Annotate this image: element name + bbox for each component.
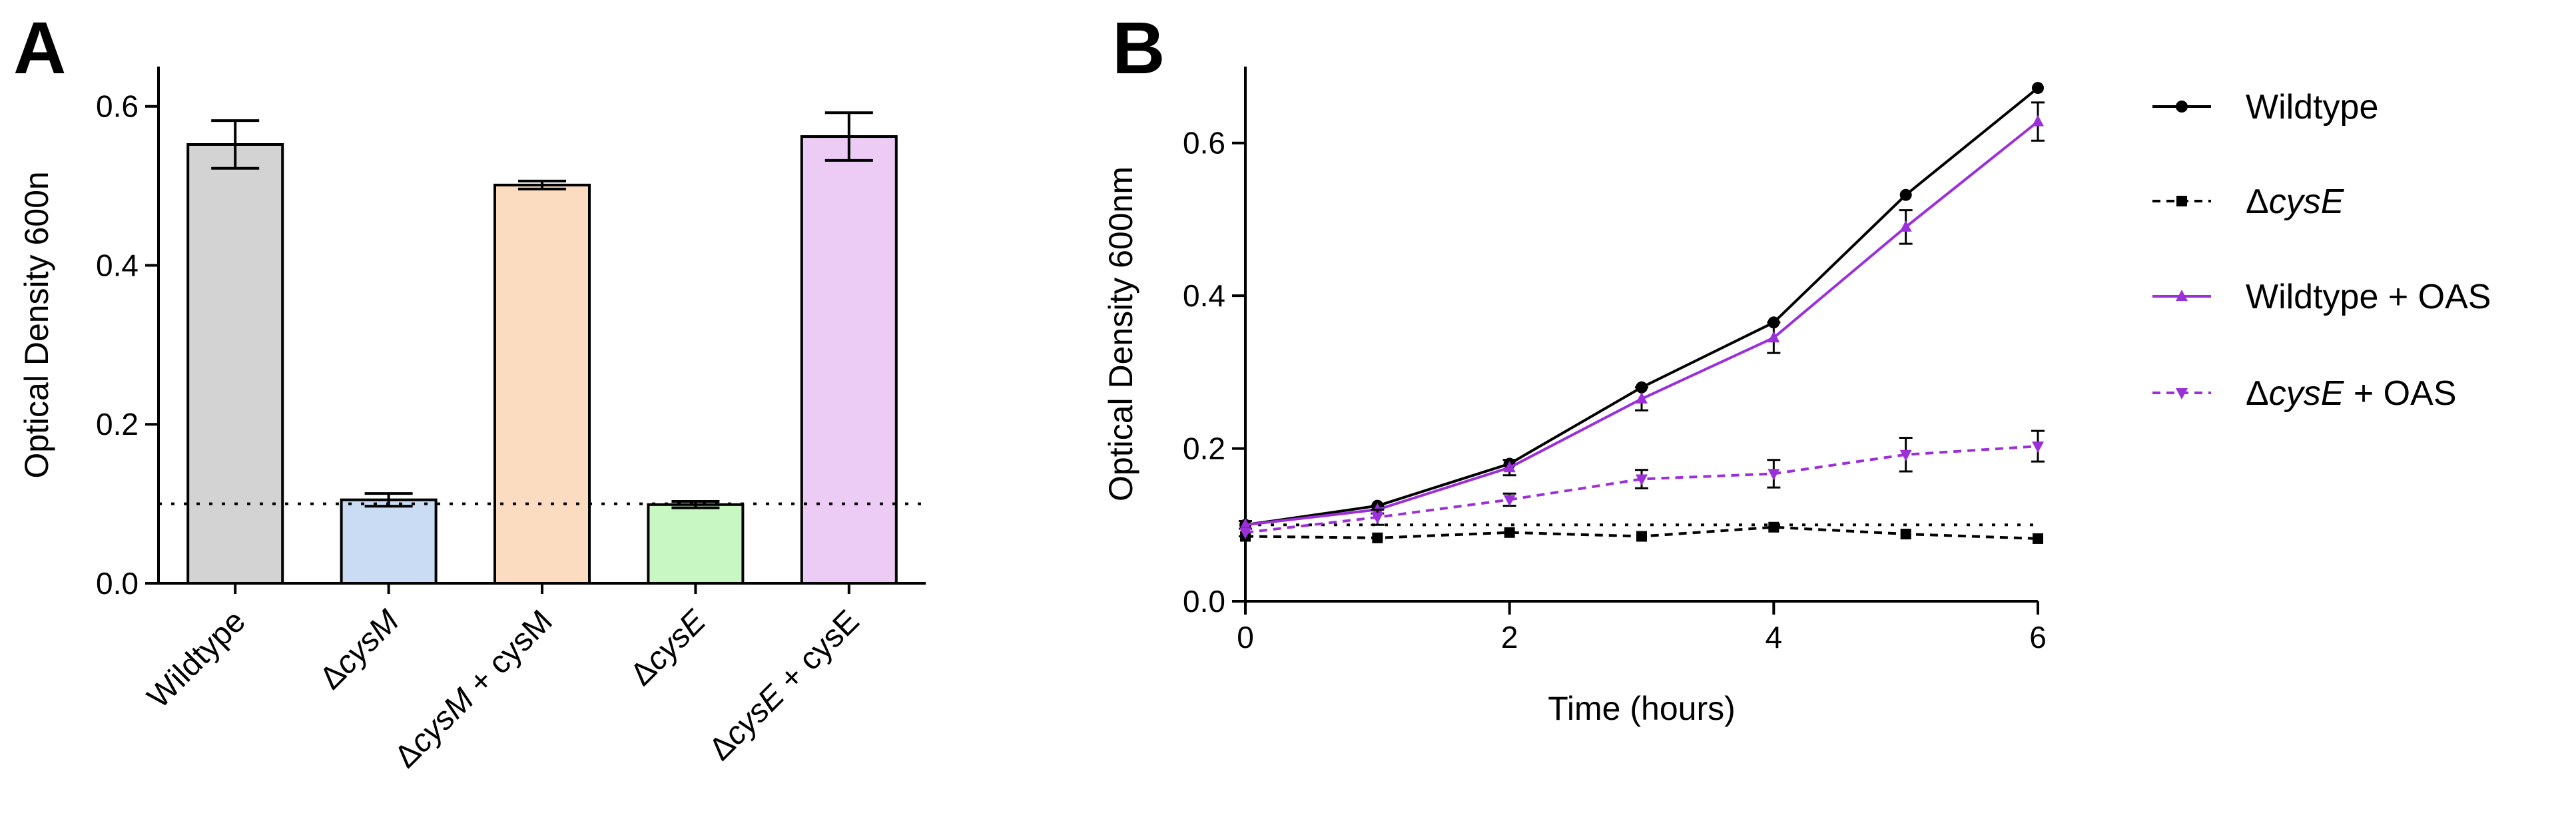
- legend-marker: [2176, 101, 2188, 113]
- panel-b-y-tick-label: 0.6: [1183, 126, 1225, 160]
- panel-a-y-tick-label: 0.6: [96, 89, 139, 124]
- panel-b-data-point: [2032, 115, 2044, 127]
- legend-label: Wildtype: [2246, 88, 2378, 127]
- panel-a: A 0.0 0.2 0.4 0.6 Optical Density 600n Wildty…: [13, 7, 926, 775]
- panel-a-category-label: Wildtype: [141, 603, 252, 715]
- panel-a-y-axis-title: Optical Density 600n: [18, 171, 55, 478]
- legend-label-part-2: + OAS: [2344, 374, 2456, 413]
- panel-b-y-tick-label: 0.0: [1183, 584, 1225, 619]
- legend-label-part-0: Wildtype: [2246, 88, 2378, 127]
- legend-marker: [2176, 290, 2188, 301]
- panel-a-y-tick-label: 0.0: [96, 566, 139, 601]
- panel-b-letter: B: [1112, 7, 1165, 89]
- legend-marker: [2176, 388, 2188, 400]
- panel-b-series-line: [1245, 87, 2039, 527]
- panel-b-series-line: [1245, 445, 2039, 534]
- panel-a-y-tick-label: 0.4: [96, 248, 139, 282]
- panel-b-series: [1239, 429, 2045, 539]
- legend-label-part-1: cysE: [2269, 182, 2345, 221]
- panel-b-data-point: [1899, 188, 1912, 201]
- panel-a-category-label: ΔcysM: [313, 603, 406, 696]
- legend: Wildtype ΔcysE Wildtype + OAS ΔcysE + OAS: [2152, 88, 2491, 413]
- panel-b-series-line: [1245, 121, 2039, 527]
- legend-label: Wildtype + OAS: [2246, 278, 2491, 316]
- panel-b-x-tick-label: 0: [1237, 620, 1254, 655]
- panel-b-data-point: [1636, 474, 1648, 486]
- panel-b-data-point: [1503, 461, 1516, 473]
- panel-b-data-point: [1636, 392, 1648, 404]
- panel-b-series: [1239, 82, 2044, 531]
- legend-label-part-0: Δ: [2246, 374, 2269, 413]
- panel-b-y-tick-label: 0.2: [1183, 431, 1225, 466]
- panel-b-data-point: [1239, 527, 1251, 539]
- panel-a-bar: [493, 183, 591, 585]
- panel-b-x-tick-label: 2: [1501, 620, 1518, 655]
- panel-a-bar: [800, 135, 898, 585]
- legend-label-part-0: Δ: [2246, 182, 2269, 221]
- panel-b-data-point: [2032, 441, 2044, 453]
- panel-b-data-point: [1371, 512, 1384, 524]
- panel-b-data-point: [1504, 527, 1515, 538]
- panel-b-data-point: [1768, 331, 1780, 343]
- panel-b-data-point: [1372, 532, 1383, 543]
- panel-a-bar: [647, 503, 745, 585]
- legend-label-part-1: cysE: [2269, 374, 2345, 413]
- panel-a-y-tick-label: 0.2: [96, 407, 139, 441]
- panel-a-category-label: ΔcysE + cysE: [703, 603, 866, 767]
- panel-a-bar: [186, 142, 284, 585]
- panel-b-data-point: [1899, 449, 1912, 461]
- panel-b-series: [1239, 101, 2045, 530]
- panel-b-x-tick-label: 4: [1766, 620, 1783, 655]
- panel-b: B 0.0 0.2 0.4 0.6 0 2 4 6 Time (hours) Optical De…: [1102, 7, 2047, 727]
- legend-marker: [2176, 196, 2187, 206]
- panel-a-category-label: ΔcysM + cysM: [388, 603, 559, 774]
- panel-b-y-tick-label: 0.4: [1183, 278, 1225, 313]
- panel-b-data-point: [1768, 521, 1779, 533]
- panel-b-data-point: [1768, 469, 1780, 481]
- panel-a-category-label-part-0: Wildtype: [141, 603, 252, 715]
- legend-label-part-0: Wildtype + OAS: [2246, 278, 2491, 316]
- panel-b-data-point: [1636, 531, 1647, 542]
- panel-b-y-axis-title: Optical Density 600nm: [1102, 166, 1139, 501]
- panel-b-data-point: [1239, 518, 1251, 530]
- panel-b-data-point: [1899, 220, 1912, 232]
- panel-a-category-label: ΔcysE: [623, 603, 713, 692]
- panel-b-data-point: [1503, 495, 1516, 507]
- panel-b-data-point: [1900, 529, 1911, 540]
- panel-b-data-point: [2032, 82, 2044, 95]
- panel-b-x-axis-title: Time (hours): [1548, 690, 1736, 727]
- panel-b-data-point: [2033, 533, 2043, 544]
- panel-a-letter: A: [13, 7, 66, 89]
- panel-a-category-label-part-2: + cysM: [456, 603, 559, 706]
- panel-a-category-label-part-2: + cysE: [767, 603, 866, 703]
- legend-label: ΔcysE + OAS: [2246, 374, 2457, 413]
- panel-b-x-tick-label: 6: [2029, 620, 2047, 655]
- panel-a-bar: [340, 498, 438, 585]
- legend-label: ΔcysE: [2246, 182, 2345, 221]
